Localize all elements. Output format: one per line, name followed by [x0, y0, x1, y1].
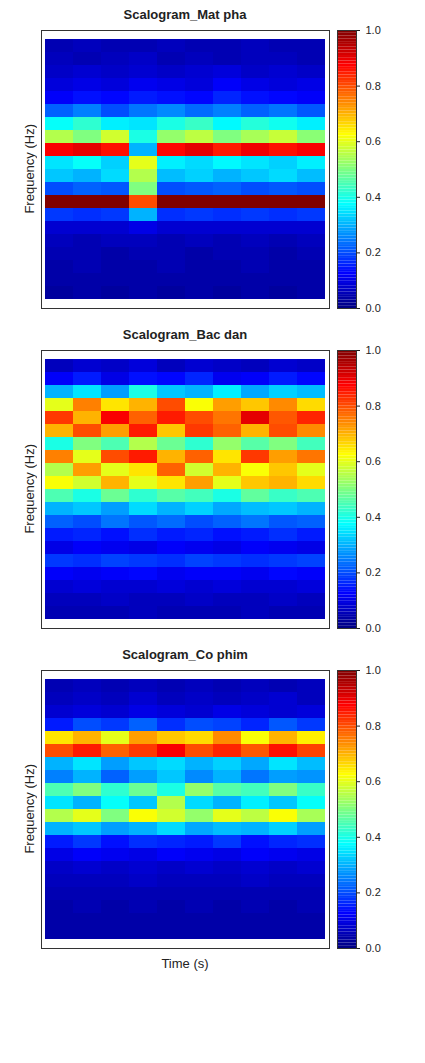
svg-text:0.6: 0.6 — [366, 775, 381, 787]
svg-text:1.0: 1.0 — [366, 664, 381, 676]
svg-text:0.0: 0.0 — [366, 942, 381, 954]
svg-text:0.4: 0.4 — [366, 511, 381, 523]
svg-text:0.8: 0.8 — [366, 80, 381, 92]
html-text:Scalogram_Co phim: Scalogram_Co phim — [122, 647, 248, 662]
svg-text:0.8: 0.8 — [366, 400, 381, 412]
svg-text:0.2: 0.2 — [366, 246, 381, 258]
html-text:Frequency (Hz): Frequency (Hz) — [21, 764, 37, 854]
html-text:Frequency (Hz): Frequency (Hz) — [21, 124, 37, 214]
svg-text:0.6: 0.6 — [366, 135, 381, 147]
svg-text:0.4: 0.4 — [366, 831, 381, 843]
svg-text:0.2: 0.2 — [366, 886, 381, 898]
html-text:Scalogram_Bac dan: Scalogram_Bac dan — [122, 327, 248, 342]
html-text:Scalogram_Mat pha: Scalogram_Mat pha — [123, 7, 247, 22]
svg-text:1.0: 1.0 — [366, 24, 381, 36]
svg-text:0.2: 0.2 — [366, 566, 381, 578]
svg-text:0.0: 0.0 — [366, 622, 381, 634]
svg-text:0.6: 0.6 — [366, 455, 381, 467]
html-text:Frequency (Hz): Frequency (Hz) — [21, 444, 37, 534]
svg-text:0.0: 0.0 — [366, 302, 381, 314]
html-text:Time (s): Time (s) — [161, 956, 209, 971]
svg-text:1.0: 1.0 — [366, 344, 381, 356]
svg-text:0.8: 0.8 — [366, 720, 381, 732]
svg-text:0.4: 0.4 — [366, 191, 381, 203]
